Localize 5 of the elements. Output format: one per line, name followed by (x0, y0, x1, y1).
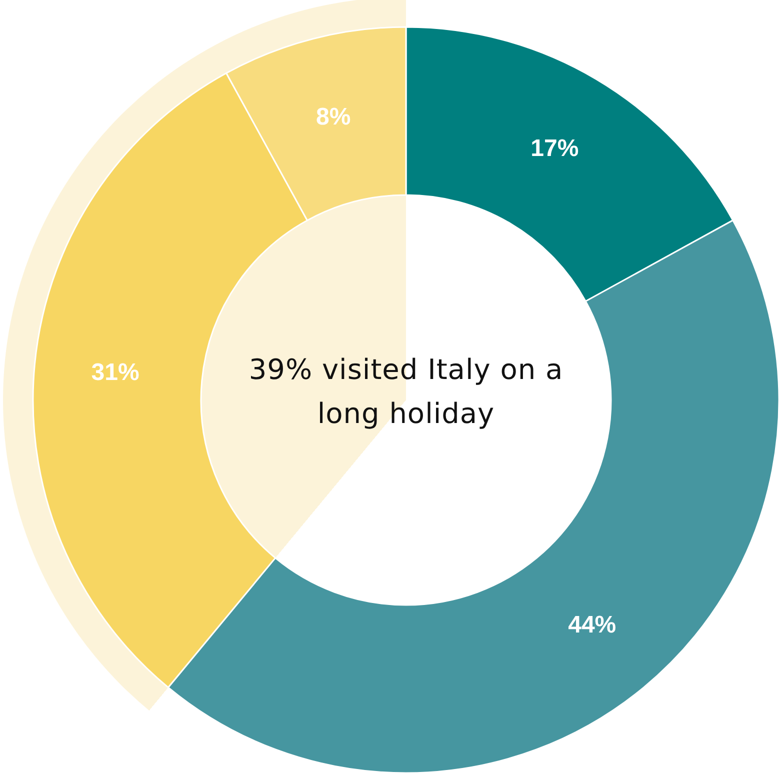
data-label: 31% (91, 359, 140, 386)
data-label: 8% (316, 104, 351, 131)
data-label: 17% (530, 135, 579, 162)
data-label: 44% (568, 611, 616, 638)
text: 39% visited Italy on a long holiday (248, 352, 564, 432)
